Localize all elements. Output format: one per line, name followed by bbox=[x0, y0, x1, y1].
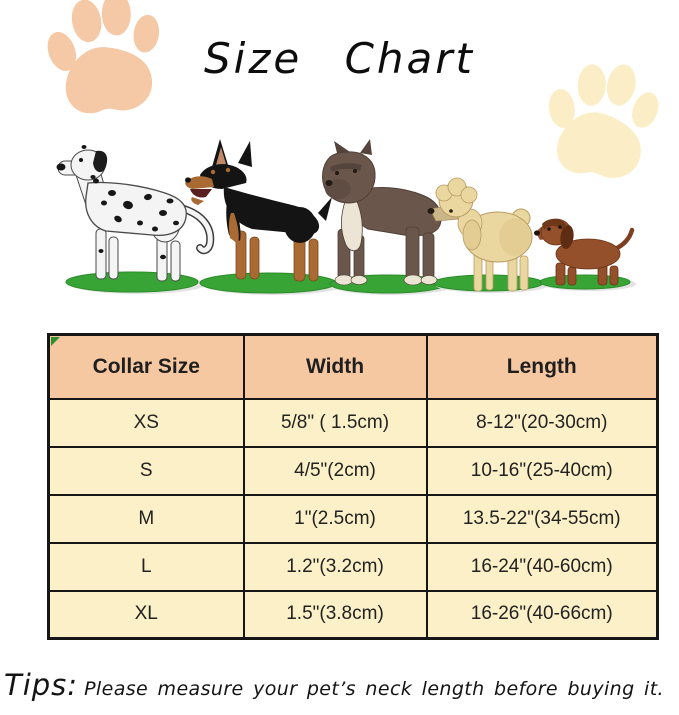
size-chart-table: Collar Size Width Length XS 5/8" ( 1.5cm… bbox=[47, 333, 659, 640]
col-header-label: Collar Size bbox=[92, 354, 200, 378]
length-cell: 16-24"(40-60cm) bbox=[425, 541, 659, 592]
tips-text: Please measure your pet’s neck length be… bbox=[84, 678, 664, 700]
size-cell: M bbox=[47, 493, 245, 544]
width-cell: 1.2"(3.2cm) bbox=[242, 541, 428, 592]
size-cell: L bbox=[47, 541, 245, 592]
size-cell: XL bbox=[47, 589, 245, 640]
length-cell: 13.5-22"(34-55cm) bbox=[425, 493, 659, 544]
tips-label: Tips: bbox=[4, 668, 79, 702]
pitbull-dog-icon bbox=[322, 139, 442, 286]
width-cell: 1"(2.5cm) bbox=[242, 493, 428, 544]
dalmatian-dog-icon bbox=[56, 145, 215, 282]
table-row-s: S 4/5"(2cm) 10-16"(25-40cm) bbox=[47, 445, 659, 496]
size-cell: S bbox=[47, 445, 245, 496]
size-chart-section: Collar Size Width Length XS 5/8" ( 1.5cm… bbox=[47, 333, 659, 640]
width-cell: 4/5"(2cm) bbox=[242, 445, 428, 496]
page-title: Size Chart bbox=[204, 34, 475, 83]
table-row-m: M 1"(2.5cm) 13.5-22"(34-55cm) bbox=[47, 493, 659, 544]
col-header-width: Width bbox=[242, 333, 428, 400]
table-row-l: L 1.2"(3.2cm) 16-24"(40-60cm) bbox=[47, 541, 659, 592]
length-cell: 10-16"(25-40cm) bbox=[425, 445, 659, 496]
poodle-dog-icon bbox=[427, 177, 533, 292]
width-cell: 5/8" ( 1.5cm) bbox=[242, 397, 428, 448]
dogs-illustration bbox=[0, 125, 679, 295]
paw-print-icon bbox=[34, 0, 174, 120]
table-header-row: Collar Size Width Length bbox=[47, 333, 659, 400]
width-cell: 1.5"(3.8cm) bbox=[242, 589, 428, 640]
dachshund-dog-icon bbox=[534, 218, 635, 286]
doberman-dog-icon bbox=[185, 139, 332, 282]
col-header-label: Width bbox=[305, 354, 365, 378]
table-row-xl: XL 1.5"(3.8cm) 16-26"(40-66cm) bbox=[47, 589, 659, 640]
col-header-length: Length bbox=[425, 333, 659, 400]
col-header-collar-size: Collar Size bbox=[47, 333, 245, 400]
cell-corner-marker-icon bbox=[51, 337, 60, 346]
paw-print-icon bbox=[533, 53, 669, 187]
size-cell: XS bbox=[47, 397, 245, 448]
tips-note: Tips: Please measure your pet’s neck len… bbox=[4, 668, 676, 702]
length-cell: 16-26"(40-66cm) bbox=[425, 589, 659, 640]
table-row-xs: XS 5/8" ( 1.5cm) 8-12"(20-30cm) bbox=[47, 397, 659, 448]
col-header-label: Length bbox=[506, 354, 577, 378]
length-cell: 8-12"(20-30cm) bbox=[425, 397, 659, 448]
